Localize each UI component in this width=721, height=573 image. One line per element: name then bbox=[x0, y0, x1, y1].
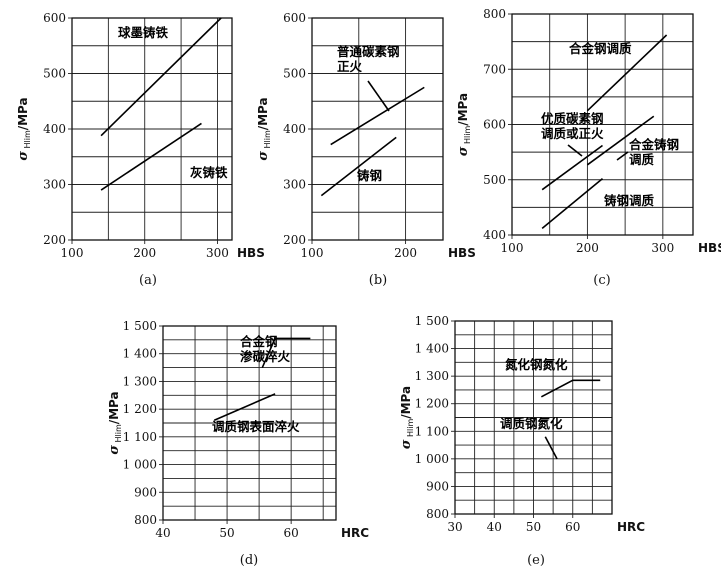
series-line bbox=[586, 115, 655, 166]
y-tick-label: 800 bbox=[426, 507, 449, 521]
leader-line bbox=[616, 151, 629, 161]
x-tick-label: 200 bbox=[133, 246, 156, 260]
y-tick-label: 1 500 bbox=[123, 319, 157, 333]
x-tick-label: 100 bbox=[301, 246, 324, 260]
y-tick-label: 400 bbox=[43, 122, 66, 136]
series-label: 氮化钢氮化 bbox=[505, 357, 568, 372]
plot-frame bbox=[162, 325, 337, 521]
series-label: 合金铸钢调质 bbox=[629, 137, 679, 167]
y-tick-label: 1 300 bbox=[415, 369, 449, 383]
y-axis-label: σ Hlim/MPa bbox=[16, 97, 32, 160]
series-label: 球墨铸铁 bbox=[118, 25, 169, 40]
panel-caption: (a) bbox=[139, 273, 157, 288]
x-tick-label: 300 bbox=[206, 246, 229, 260]
series-label: 铸钢 bbox=[357, 168, 382, 183]
panel-caption: (e) bbox=[527, 553, 545, 568]
y-tick-label: 600 bbox=[283, 11, 306, 25]
x-tick-label: 100 bbox=[501, 241, 524, 255]
series-line bbox=[541, 178, 604, 229]
panel-caption: (b) bbox=[369, 273, 387, 288]
x-tick-label: 30 bbox=[447, 520, 462, 534]
series-label: 优质碳素钢调质或正火 bbox=[541, 111, 604, 141]
y-tick-label: 500 bbox=[43, 67, 66, 81]
x-tick-label: 200 bbox=[576, 241, 599, 255]
series-label: 合金钢调质 bbox=[569, 41, 632, 56]
y-tick-label: 600 bbox=[483, 118, 506, 132]
x-tick-label: 100 bbox=[61, 246, 84, 260]
x-tick-label: 40 bbox=[155, 526, 170, 540]
chart-panel-c: 400 500 600 700 800 100 200 300 HBS σ Hlim/MPa 合金钢… bbox=[456, 7, 721, 288]
series-line bbox=[100, 17, 222, 137]
y-tick-label: 1 100 bbox=[415, 424, 449, 438]
series-line bbox=[330, 86, 425, 146]
x-axis-unit: HBS bbox=[237, 246, 265, 260]
x-axis-unit: HRC bbox=[617, 520, 645, 534]
y-tick-label: 1 400 bbox=[123, 347, 157, 361]
y-tick-label: 400 bbox=[283, 122, 306, 136]
series-line bbox=[586, 34, 668, 112]
y-tick-label: 1 400 bbox=[415, 342, 449, 356]
y-tick-label: 1 300 bbox=[123, 374, 157, 388]
y-tick-label: 500 bbox=[483, 173, 506, 187]
y-tick-label: 700 bbox=[483, 62, 506, 76]
y-tick-label: 1 000 bbox=[123, 458, 157, 472]
y-axis-label: σ Hlim/MPa bbox=[399, 386, 415, 449]
series-label: 调质钢表面淬火 bbox=[212, 419, 300, 434]
series-label: 调质钢氮化 bbox=[500, 416, 563, 431]
x-axis-unit: HBS bbox=[448, 246, 476, 260]
series-line bbox=[544, 436, 558, 460]
panel-caption: (c) bbox=[593, 273, 610, 288]
y-tick-label: 300 bbox=[283, 178, 306, 192]
chart-panel-d: 800 900 1 000 1 100 1 200 1 300 1 400 1 500 40 50… bbox=[107, 319, 369, 568]
series-line bbox=[541, 144, 603, 191]
x-axis-unit: HBS bbox=[698, 241, 721, 255]
y-tick-label: 900 bbox=[134, 485, 157, 499]
series-line bbox=[100, 122, 202, 191]
y-axis-label: σ Hlim/MPa bbox=[107, 391, 123, 454]
panel-caption: (d) bbox=[240, 553, 258, 568]
y-tick-label: 1 200 bbox=[415, 397, 449, 411]
x-tick-label: 40 bbox=[487, 520, 502, 534]
y-tick-label: 400 bbox=[483, 228, 506, 242]
y-tick-label: 200 bbox=[283, 233, 306, 247]
series-line bbox=[261, 337, 311, 368]
y-axis-label: σ Hlim/MPa bbox=[456, 93, 472, 156]
x-tick-label: 50 bbox=[526, 520, 541, 534]
leader-line bbox=[367, 80, 390, 112]
y-tick-label: 500 bbox=[283, 67, 306, 81]
y-tick-label: 800 bbox=[483, 7, 506, 21]
x-axis-unit: HRC bbox=[341, 526, 369, 540]
series-line bbox=[540, 379, 601, 398]
y-axis-label: σ Hlim/MPa bbox=[256, 97, 272, 160]
y-tick-label: 900 bbox=[426, 479, 449, 493]
x-tick-label: 200 bbox=[394, 246, 417, 260]
y-tick-label: 1 100 bbox=[123, 430, 157, 444]
y-tick-label: 1 200 bbox=[123, 402, 157, 416]
series-label: 灰铸铁 bbox=[190, 165, 228, 180]
y-tick-label: 1 000 bbox=[415, 452, 449, 466]
y-tick-label: 800 bbox=[134, 513, 157, 527]
series-label: 普通碳素钢正火 bbox=[337, 44, 400, 74]
y-tick-label: 1 500 bbox=[415, 314, 449, 328]
y-tick-label: 600 bbox=[43, 11, 66, 25]
series-label: 合金钢渗碳淬火 bbox=[240, 334, 291, 364]
x-tick-label: 300 bbox=[651, 241, 674, 255]
x-tick-label: 60 bbox=[284, 526, 299, 540]
y-tick-label: 300 bbox=[43, 178, 66, 192]
series-line bbox=[213, 393, 276, 421]
x-tick-label: 50 bbox=[219, 526, 234, 540]
leader-line bbox=[567, 144, 583, 157]
series-line bbox=[320, 136, 397, 197]
chart-panel-e: 800 900 1 000 1 100 1 200 1 300 1 400 1 500 30 40… bbox=[399, 314, 645, 568]
y-tick-label: 200 bbox=[43, 233, 66, 247]
series-label: 铸钢调质 bbox=[604, 193, 655, 208]
x-tick-label: 60 bbox=[565, 520, 580, 534]
